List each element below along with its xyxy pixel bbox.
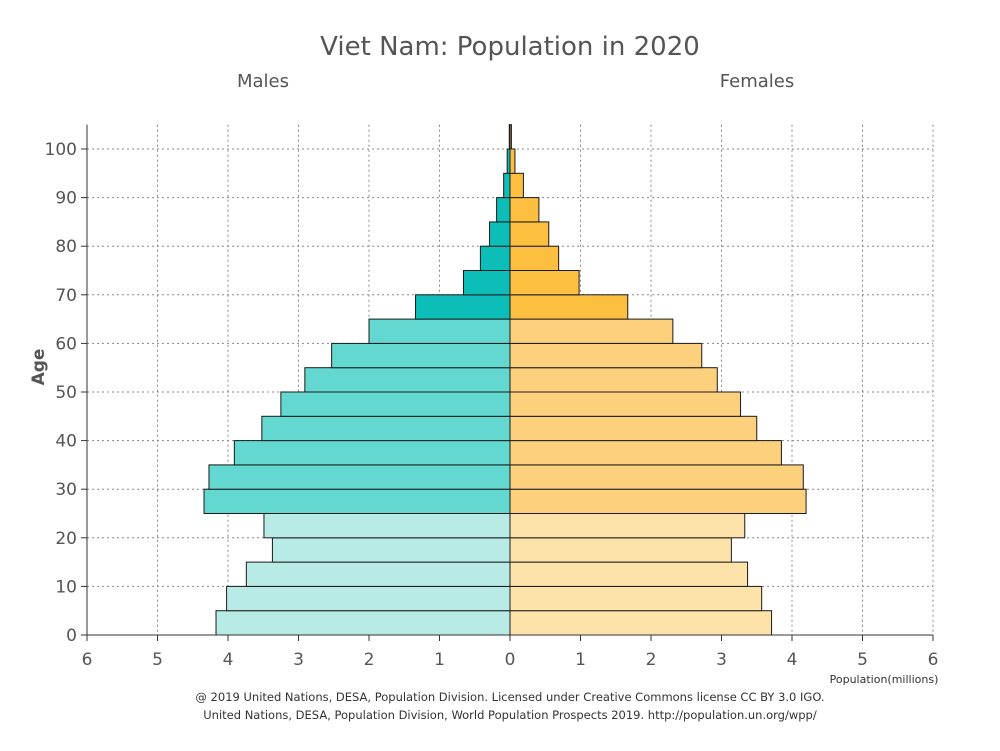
male-bar (479, 245, 511, 271)
footer-source: United Nations, DESA, Population Divisio… (203, 708, 817, 722)
male-bar (503, 172, 511, 199)
male-bar (415, 294, 511, 320)
male-bar (245, 561, 511, 587)
y-tick-label: 90 (55, 189, 77, 209)
chart-title: Viet Nam: Population in 2020 (320, 32, 700, 62)
axes (81, 124, 934, 641)
y-tick-label: 20 (55, 529, 77, 549)
y-tick-label: 50 (55, 383, 77, 403)
male-bar (261, 415, 511, 442)
male-bar (226, 585, 511, 612)
male-bar (271, 537, 511, 563)
x-tick-label: 5 (857, 650, 868, 670)
x-tick-label: 4 (223, 650, 234, 670)
male-bar (331, 342, 511, 369)
female-bar (509, 172, 524, 199)
male-bar (208, 464, 511, 490)
female-bar (509, 318, 674, 344)
y-tick-label: 0 (66, 626, 77, 646)
male-bar (203, 488, 511, 515)
male-bar (263, 513, 511, 539)
female-bar (509, 537, 732, 563)
female-bar (509, 197, 540, 223)
x-tick-label: 3 (293, 650, 304, 670)
female-bar (509, 513, 746, 539)
female-bar (509, 270, 580, 296)
bars-group (203, 124, 807, 636)
male-bar (489, 221, 511, 247)
male-bar (496, 197, 511, 223)
x-tick-label: 2 (646, 650, 657, 670)
y-tick-label: 40 (55, 432, 77, 452)
x-tick-label: 3 (716, 650, 727, 670)
y-tick-label: 100 (45, 140, 77, 160)
x-tick-label: 6 (928, 650, 939, 670)
x-axis-label: Population(millions) (830, 673, 939, 686)
female-bar (509, 367, 718, 393)
female-bar (509, 221, 550, 247)
female-bar (509, 488, 807, 515)
female-bar (509, 561, 749, 587)
male-bar (304, 367, 511, 393)
female-bar (509, 464, 804, 490)
male-bar (233, 440, 511, 466)
x-tick-label: 0 (505, 650, 516, 670)
y-tick-label: 30 (55, 480, 77, 500)
y-tick-label: 80 (55, 237, 77, 257)
y-axis-label: Age (29, 349, 49, 386)
females-label: Females (720, 71, 794, 92)
x-tick-label: 5 (152, 650, 163, 670)
x-tick-label: 4 (787, 650, 798, 670)
male-bar (368, 318, 511, 344)
female-bar (509, 391, 742, 417)
male-bar (462, 270, 511, 296)
female-bar (509, 342, 703, 369)
female-bar (509, 610, 773, 636)
female-bar (509, 245, 560, 271)
female-bar (509, 124, 512, 150)
female-bar (509, 440, 782, 466)
x-tick-label: 1 (434, 650, 445, 670)
x-tick-label: 1 (575, 650, 586, 670)
male-bar (280, 391, 511, 417)
x-tick-label: 2 (364, 650, 375, 670)
males-label: Males (237, 71, 289, 92)
male-bar (215, 610, 511, 636)
female-bar (509, 585, 763, 612)
female-bar (509, 415, 758, 442)
y-tick-label: 10 (55, 577, 77, 597)
female-bar (509, 148, 516, 174)
y-tick-label: 70 (55, 286, 77, 306)
female-bar (509, 294, 629, 320)
y-tick-label: 60 (55, 334, 77, 354)
footer-license: @ 2019 United Nations, DESA, Population … (195, 690, 824, 704)
x-tick-label: 6 (82, 650, 93, 670)
